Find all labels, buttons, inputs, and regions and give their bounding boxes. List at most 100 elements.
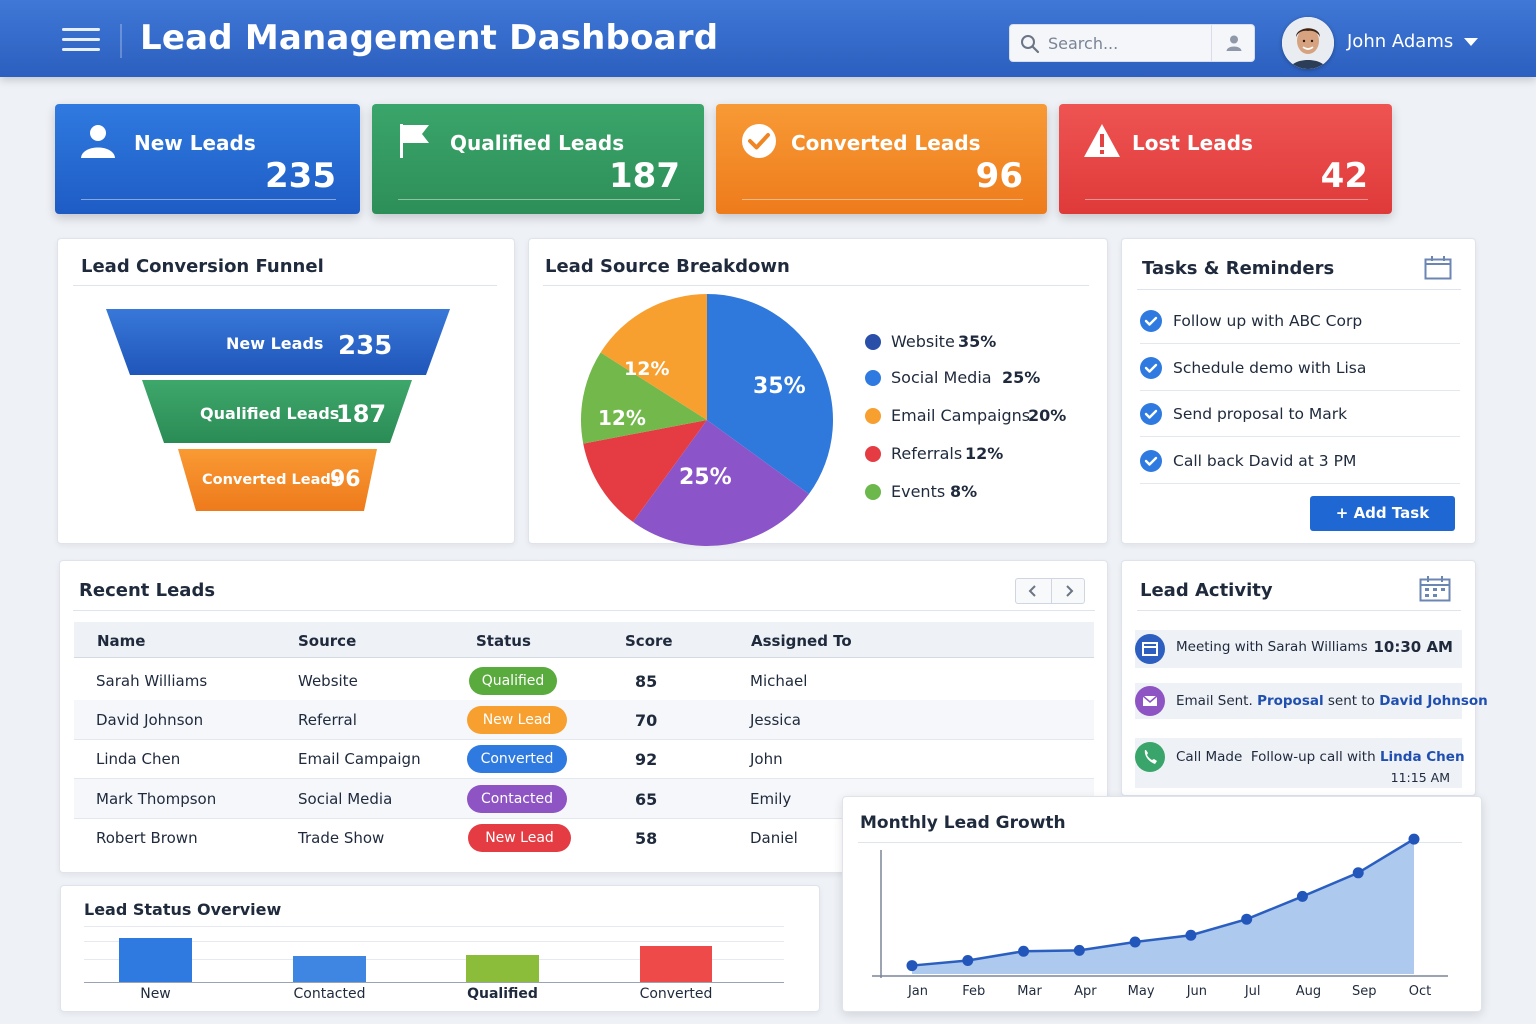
month-label: May [1127,984,1155,999]
table-row[interactable]: Robert Brown Trade Show New Lead 58 Dani… [74,818,1094,858]
legend-value: 20% [1028,406,1067,425]
task-item[interactable]: Follow up with ABC Corp [1140,298,1460,344]
growth-point [1185,929,1197,941]
kpi-card-converted-leads[interactable]: Converted Leads 96 [716,104,1047,214]
kpi-value: 42 [1320,156,1368,196]
task-item[interactable]: Send proposal to Mark [1140,391,1460,437]
activity-text: Call Made Follow-up call with Linda Chen [1176,749,1465,765]
month-label: Feb [962,984,986,999]
panel-divider [1137,289,1461,290]
status-bar[interactable] [119,938,192,982]
growth-point [1296,890,1308,902]
add-task-button[interactable]: + Add Task [1310,496,1455,531]
pagination [1015,578,1085,604]
recent-leads-title: Recent Leads [79,580,216,601]
flag-icon [400,124,429,158]
lead-score: 70 [635,711,658,730]
funnel-stage-value: 235 [338,331,393,361]
legend-label: Events [891,482,946,501]
pie-slice-label: 12% [624,358,670,380]
check-icon[interactable] [1140,310,1162,332]
legend-value: 8% [950,482,978,501]
growth-point [962,955,974,967]
check-icon[interactable] [1140,403,1162,425]
user-icon [1226,35,1242,51]
kpi-card-qualified-leads[interactable]: Qualified Leads 187 [372,104,704,214]
activity-highlight[interactable]: David Johnson [1379,693,1488,709]
task-divider [1140,343,1460,344]
task-item[interactable]: Call back David at 3 PM [1140,438,1460,484]
phone-icon [1135,742,1165,772]
lead-name[interactable]: Sarah Williams [96,672,208,690]
status-badge: New Lead [467,706,567,734]
activity-item[interactable]: Email Sent. Proposal sent to David Johns… [1135,683,1488,719]
funnel-chart [106,309,450,511]
pie-slice-events [581,352,707,444]
funnel-stage-value: 187 [336,400,387,428]
search-user-button[interactable] [1211,25,1255,61]
lead-name[interactable]: Robert Brown [96,829,198,847]
calendar-grid-icon[interactable] [1419,576,1451,602]
activity-mid: sent to [1323,693,1380,709]
legend-label: Referrals [891,444,963,463]
kpi-card-new-leads[interactable]: New Leads 235 [55,104,360,214]
status-bar[interactable] [640,945,712,982]
activity-highlight[interactable]: Proposal [1257,693,1324,709]
kpi-card-lost-leads[interactable]: Lost Leads 42 [1059,104,1392,214]
activity-highlight[interactable]: Linda Chen [1379,749,1465,765]
lead-source: Email Campaign [298,750,421,768]
chevron-left-icon[interactable] [1016,579,1050,603]
avatar[interactable] [1282,17,1334,69]
chevron-down-icon[interactable] [1464,38,1478,46]
month-label: Apr [1074,984,1097,999]
task-item[interactable]: Schedule demo with Lisa [1140,345,1460,391]
table-row[interactable]: Sarah Williams Website Qualified 85 Mich… [74,661,1094,701]
kpi-divider [742,199,1023,200]
gridline [84,926,784,927]
column-header[interactable]: Source [298,632,357,650]
chevron-right-icon[interactable] [1051,579,1085,603]
month-label: Mar [1017,984,1042,999]
status-badge: New Lead [468,824,571,852]
activity-text: Meeting with Sarah Williams [1176,639,1368,655]
lead-name[interactable]: David Johnson [96,711,204,729]
activity-time: 11:15 AM [1390,770,1450,785]
activity-item[interactable]: Call Made Follow-up call with Linda Chen… [1135,738,1465,788]
column-header[interactable]: Assigned To [751,632,852,650]
growth-point [1241,913,1253,925]
search-icon [1021,35,1040,54]
legend-value: 12% [965,444,1004,463]
pie-chart [581,294,833,546]
lead-name[interactable]: Linda Chen [96,750,181,768]
monthly-growth-title: Monthly Lead Growth [860,813,1066,833]
column-header[interactable]: Name [97,632,146,650]
table-row[interactable]: Linda Chen Email Campaign Converted 92 J… [74,739,1094,779]
task-label: Schedule demo with Lisa [1173,359,1367,377]
pie-slice-referrals [583,420,707,522]
search-input[interactable] [1048,31,1208,55]
lead-score: 58 [635,829,658,848]
user-name[interactable]: John Adams [1347,31,1454,52]
legend-value: 35% [958,332,997,351]
kpi-value: 96 [975,156,1023,196]
task-divider [1140,436,1460,437]
status-bar[interactable] [293,956,366,982]
column-header[interactable]: Status [476,632,531,650]
activity-item[interactable]: Meeting with Sarah Williams 10:30 AM [1135,630,1462,668]
lead-score: 65 [635,790,658,809]
funnel-stage-label: New Leads [226,334,324,353]
warning-icon [1084,124,1120,157]
menu-icon[interactable] [62,28,100,52]
check-icon[interactable] [1140,357,1162,379]
lead-assignee: Daniel [750,829,798,847]
check-icon[interactable] [1140,450,1162,472]
panel-divider [858,842,1462,843]
calendar-icon[interactable] [1424,256,1452,280]
column-header[interactable]: Score [625,632,673,650]
growth-point [1018,945,1030,957]
table-row[interactable]: David Johnson Referral New Lead 70 Jessi… [74,700,1094,740]
status-bar[interactable] [466,954,539,982]
funnel-title: Lead Conversion Funnel [81,256,324,277]
pie-slice-website [707,294,833,495]
lead-name[interactable]: Mark Thompson [96,790,217,808]
